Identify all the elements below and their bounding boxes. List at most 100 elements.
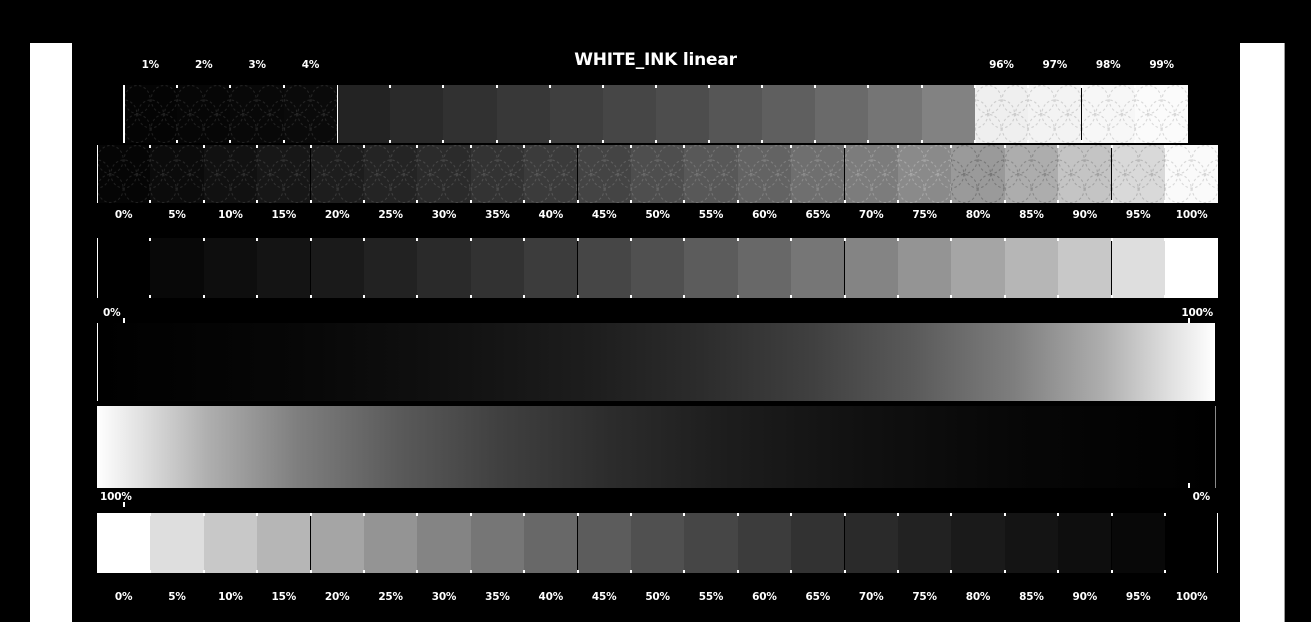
tick-mark (256, 145, 259, 148)
tick-mark (202, 200, 205, 203)
halftone-dot-pattern (844, 145, 898, 203)
tick-mark (229, 85, 232, 88)
patch-band3-80pct (951, 238, 1005, 298)
patch-band2-25pct (363, 145, 418, 203)
tick-mark (629, 295, 632, 298)
tick-mark (1110, 145, 1113, 148)
tick-mark (843, 570, 846, 573)
patch-band2-80pct (951, 145, 1005, 203)
tick-mark (683, 200, 686, 203)
tick-mark (683, 570, 686, 573)
tick-mark (736, 200, 739, 203)
tick-mark (1057, 200, 1060, 203)
tick-mark (362, 570, 365, 573)
tick-mark (309, 200, 312, 203)
tick-mark (309, 513, 312, 516)
patch-band6-5pct (150, 513, 204, 573)
bottom-step-label-40pct: 40% (538, 591, 564, 603)
tick-mark (601, 140, 604, 143)
tick-mark (576, 200, 579, 203)
tick-mark (790, 513, 793, 516)
tick-mark (469, 238, 472, 241)
tick-mark (1003, 200, 1006, 203)
patch-band3-50pct (630, 238, 685, 298)
step-label-0pct: 0% (114, 209, 133, 221)
step-label-50pct: 50% (645, 209, 670, 221)
tick-mark (523, 295, 526, 298)
tick-mark (736, 238, 739, 241)
tick-mark (790, 238, 793, 241)
tick-mark (469, 145, 472, 148)
tick-mark (1057, 238, 1060, 241)
tick-mark (362, 238, 365, 241)
patch-band2-60pct (737, 145, 792, 203)
patch-band1-mid-3 (496, 85, 550, 143)
tick-mark (1057, 145, 1060, 148)
patch-band3-40pct (524, 238, 578, 298)
bottom-step-label-30pct: 30% (431, 591, 457, 603)
gradient-band-light-to-dark (96, 406, 1215, 488)
tick-mark (920, 140, 923, 143)
tick-mark (950, 200, 953, 203)
tick-mark (469, 570, 472, 573)
tick-mark (362, 513, 365, 516)
patch-band1-mid-5 (602, 85, 656, 143)
tick-mark (1003, 238, 1006, 241)
patch-band1-mid-4 (549, 85, 603, 143)
step-label-45pct: 45% (591, 209, 617, 221)
band-edge-line (1216, 513, 1219, 573)
halftone-dot-pattern (1164, 145, 1219, 203)
gradient-scale-label-left-0pct: 0% (103, 307, 121, 319)
tick-mark (122, 502, 125, 507)
tick-mark (1163, 570, 1166, 573)
tick-mark (576, 295, 579, 298)
tick-mark (736, 145, 739, 148)
patch-band1-mid-9 (815, 85, 869, 143)
patch-band6-90pct (1058, 513, 1112, 573)
tick-mark (1163, 200, 1166, 203)
halftone-dot-pattern (417, 145, 471, 203)
tick-mark (416, 200, 419, 203)
tick-mark (416, 295, 419, 298)
step-label-10pct: 10% (218, 209, 243, 221)
tick-mark (149, 145, 152, 148)
tick-mark (973, 85, 976, 88)
tick-mark (896, 513, 899, 516)
tick-mark (814, 85, 817, 88)
halftone-dot-pattern (897, 145, 952, 203)
tick-mark (1110, 200, 1113, 203)
tick-mark (920, 85, 923, 88)
tick-mark (202, 145, 205, 148)
patch-band1-mid-10 (868, 85, 922, 143)
tick-mark (1110, 295, 1113, 298)
tick-mark (601, 85, 604, 88)
patch-band1-mid-11 (921, 85, 975, 143)
halftone-dot-pattern (1134, 85, 1189, 143)
fine-step-label-1pct: 1% (141, 59, 160, 71)
patch-band3-70pct (844, 238, 898, 298)
halftone-dot-pattern (1058, 145, 1112, 203)
patch-band6-100pct (1164, 513, 1219, 573)
halftone-dot-pattern (1081, 85, 1135, 143)
patch-band2-65pct (791, 145, 845, 203)
tick-mark (576, 145, 579, 148)
tick-mark (896, 200, 899, 203)
gradient-scale-label-right-0pct: 0% (1192, 491, 1211, 503)
tick-mark (1110, 513, 1113, 516)
tick-mark (176, 85, 178, 88)
tick-mark (708, 140, 711, 143)
patch-band2-5pct (150, 145, 204, 203)
band-edge-line (123, 85, 125, 143)
tick-mark (256, 570, 259, 573)
tick-mark (654, 140, 657, 143)
patch-band2-40pct (524, 145, 578, 203)
tick-mark (867, 85, 870, 88)
halftone-dot-pattern (791, 145, 845, 203)
tick-mark (1133, 85, 1136, 88)
bottom-step-label-35pct: 35% (485, 591, 510, 603)
patch-band3-45pct (577, 238, 631, 298)
chart-title: WHITE_INK linear (574, 50, 737, 70)
patch-band6-55pct (684, 513, 738, 573)
patch-band3-0pct (96, 238, 151, 298)
patch-band6-60pct (737, 513, 792, 573)
